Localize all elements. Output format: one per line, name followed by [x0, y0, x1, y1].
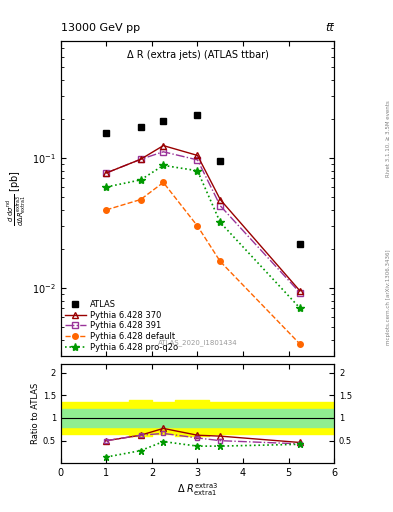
Y-axis label: $\frac{d\ \mathrm{d}\sigma^{\mathrm{nd}}}{d\Delta R_{\mathrm{extra1}}^{\mathrm{e: $\frac{d\ \mathrm{d}\sigma^{\mathrm{nd}}… — [6, 170, 29, 226]
Legend: ATLAS, Pythia 6.428 370, Pythia 6.428 391, Pythia 6.428 default, Pythia 6.428 pr: ATLAS, Pythia 6.428 370, Pythia 6.428 39… — [65, 300, 178, 352]
Text: Rivet 3.1.10, ≥ 3.5M events: Rivet 3.1.10, ≥ 3.5M events — [386, 100, 391, 177]
Text: mcplots.cern.ch [arXiv:1306.3436]: mcplots.cern.ch [arXiv:1306.3436] — [386, 249, 391, 345]
Text: 13000 GeV pp: 13000 GeV pp — [61, 23, 140, 33]
Text: tt̅: tt̅ — [325, 23, 334, 33]
Y-axis label: Ratio to ATLAS: Ratio to ATLAS — [31, 383, 40, 444]
X-axis label: $\Delta\ R^{\mathrm{extra3}}_{\mathrm{extra1}}$: $\Delta\ R^{\mathrm{extra3}}_{\mathrm{ex… — [177, 481, 218, 498]
Text: ATLAS_2020_I1801434: ATLAS_2020_I1801434 — [158, 339, 237, 347]
Text: Δ R (extra jets) (ATLAS ttbar): Δ R (extra jets) (ATLAS ttbar) — [127, 50, 268, 60]
